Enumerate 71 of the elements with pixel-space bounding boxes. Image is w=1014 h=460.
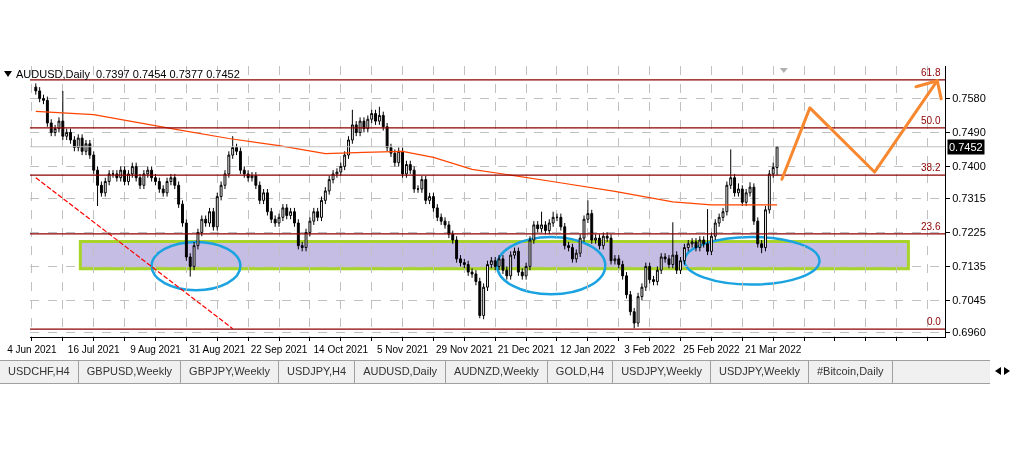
x-tick-label: 31 Aug 2021	[189, 344, 246, 355]
candlestick	[706, 208, 710, 256]
candlestick	[455, 235, 459, 264]
candlestick	[424, 175, 428, 205]
x-tick-label: 9 Aug 2021	[130, 344, 182, 355]
candlestick	[393, 148, 397, 167]
candlestick	[412, 165, 416, 194]
text: USDJPY,Weekly	[613, 361, 712, 383]
candlestick	[740, 184, 744, 207]
candlestick	[601, 231, 605, 250]
candlestick	[609, 233, 613, 266]
chart-title: AUDUSD,Daily 0.7397 0.7454 0.7377 0.7452	[16, 68, 240, 80]
annotation: 23.6	[921, 221, 941, 232]
x-tick-label: 21 Mar 2022	[745, 344, 802, 355]
ref-line-label: 0.7452	[949, 141, 983, 153]
y-tick-label: 0.7135	[952, 260, 986, 273]
x-tick-label: 16 Jul 2021	[67, 344, 120, 355]
candlestick	[374, 109, 377, 126]
candlestick	[401, 147, 405, 179]
x-tick-label: 4 Jun 2021	[7, 344, 58, 355]
y-tick-label: 0.7225	[952, 226, 986, 239]
text: USDJPY,H4	[279, 361, 356, 383]
y-tick-label: 0.7315	[952, 192, 986, 205]
candlestick	[38, 86, 42, 103]
text: #Bitcoin,Daily	[808, 361, 893, 383]
candlestick	[509, 250, 513, 281]
candlestick	[80, 133, 84, 156]
candlestick	[76, 133, 80, 152]
candlestick	[516, 247, 520, 277]
candlestick	[493, 256, 497, 271]
annotation: 61.8	[921, 67, 941, 78]
candlestick	[540, 211, 543, 233]
candlestick	[208, 207, 211, 228]
text: GOLD,H4	[547, 361, 614, 383]
candlestick	[570, 243, 574, 264]
candlestick	[61, 90, 65, 141]
y-tick-label: 0.7490	[952, 126, 986, 139]
candlestick	[775, 145, 779, 176]
annotation: 38.2	[921, 162, 941, 173]
x-tick-label: 21 Dec 2021	[497, 344, 555, 355]
y-tick-label: 0.7580	[952, 92, 986, 105]
x-tick-label: 12 Jan 2022	[560, 344, 616, 355]
x-tick-label: 22 Sep 2021	[250, 344, 308, 355]
text: GBPJPY,Weekly	[181, 361, 280, 383]
candlestick	[285, 203, 289, 220]
candlestick	[466, 260, 470, 277]
text: AUDNZD,Weekly	[446, 361, 548, 383]
y-tick-label: 0.6960	[952, 326, 986, 339]
text: USDJPY,Weekly	[711, 361, 809, 383]
x-tick-label: 29 Nov 2021	[435, 344, 494, 355]
candlestick	[335, 167, 339, 179]
y-tick-label: 0.7045	[952, 294, 986, 307]
candlestick	[690, 237, 694, 249]
x-tick-label: 3 Feb 2022	[624, 344, 676, 355]
candlestick	[698, 235, 702, 252]
text: USDCHF,H4	[0, 361, 79, 383]
candlestick	[157, 177, 161, 194]
text: AUDUSD,Daily	[355, 361, 447, 383]
annotation: 0.0	[927, 316, 942, 327]
candlestick	[694, 237, 698, 252]
x-tick-label: 5 Nov 2021	[376, 344, 429, 355]
line-series	[35, 110, 778, 206]
text: GBPUSD,Weekly	[78, 361, 182, 383]
candlestick	[598, 233, 601, 250]
candlestick	[238, 147, 242, 175]
annotation: 50.0	[921, 115, 941, 126]
x-tick-label: 25 Feb 2022	[683, 344, 740, 355]
candlestick	[497, 254, 501, 271]
candlestick	[165, 177, 169, 198]
y-tick-label: 0.7400	[952, 160, 986, 173]
x-tick-label: 14 Oct 2021	[313, 344, 369, 355]
